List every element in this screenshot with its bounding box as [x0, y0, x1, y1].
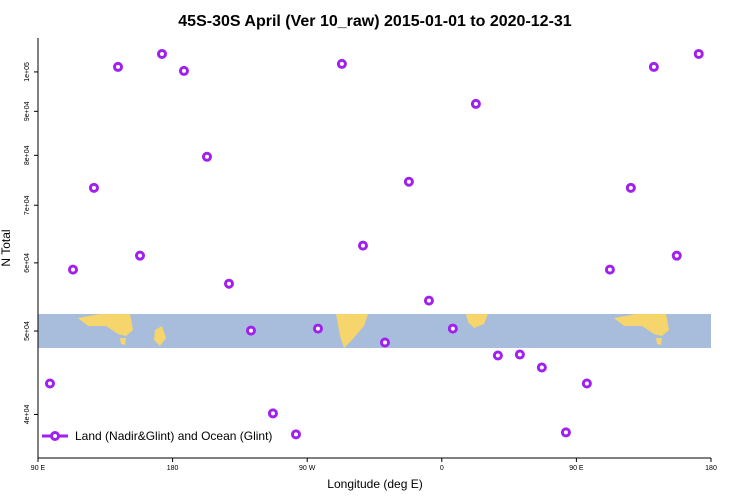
y-tick-label: 7e+04: [24, 195, 31, 215]
point: [245, 325, 256, 336]
x-tick-label: 180: [705, 465, 717, 472]
point: [44, 378, 55, 389]
y-tick-label: 9e+04: [24, 101, 31, 121]
land: [78, 314, 133, 336]
point: [336, 58, 347, 69]
point: [67, 264, 78, 275]
point: [267, 408, 278, 419]
x-tick-label: 90 E: [31, 465, 46, 472]
land: [154, 326, 166, 346]
point: [357, 240, 368, 251]
y-tick-label: 4e+04: [24, 405, 31, 425]
point: [423, 295, 434, 306]
legend-marker: [50, 431, 60, 441]
chart-title: 45S-30S April (Ver 10_raw) 2015-01-01 to…: [178, 13, 572, 30]
land: [466, 314, 488, 328]
legend-label: Land (Nadir&Glint) and Ocean (Glint): [75, 429, 272, 443]
point: [604, 264, 615, 275]
point: [290, 429, 301, 440]
land: [336, 314, 368, 348]
point: [312, 323, 323, 334]
point: [447, 323, 458, 334]
point: [178, 65, 189, 76]
y-tick-label: 8e+04: [24, 145, 31, 165]
point: [514, 349, 525, 360]
point: [560, 427, 571, 438]
point: [581, 378, 592, 389]
point: [156, 48, 167, 59]
point: [470, 98, 481, 109]
land: [614, 314, 669, 336]
point: [223, 278, 234, 289]
y-tick-label: 1e+05: [24, 62, 31, 82]
land: [120, 338, 126, 345]
ocean-band: [38, 314, 711, 348]
point: [625, 182, 636, 193]
y-tick-label: 6e+04: [24, 253, 31, 273]
x-axis-label: Longitude (deg E): [327, 477, 422, 491]
point: [492, 350, 503, 361]
land: [656, 338, 662, 345]
point: [648, 61, 659, 72]
y-axis-label: N Total: [0, 229, 13, 266]
x-tick-label: 90 E: [569, 465, 584, 472]
point: [201, 151, 212, 162]
point: [88, 182, 99, 193]
point: [134, 250, 145, 261]
x-tick-label: 90 W: [299, 465, 316, 472]
map-strip: [38, 314, 711, 348]
point: [113, 61, 124, 72]
x-tick-label: 0: [440, 465, 444, 472]
point: [536, 362, 547, 373]
point: [693, 48, 704, 59]
point: [403, 176, 414, 187]
point: [379, 337, 390, 348]
point: [671, 250, 682, 261]
y-tick-label: 5e+04: [24, 321, 31, 341]
x-tick-label: 180: [167, 465, 179, 472]
